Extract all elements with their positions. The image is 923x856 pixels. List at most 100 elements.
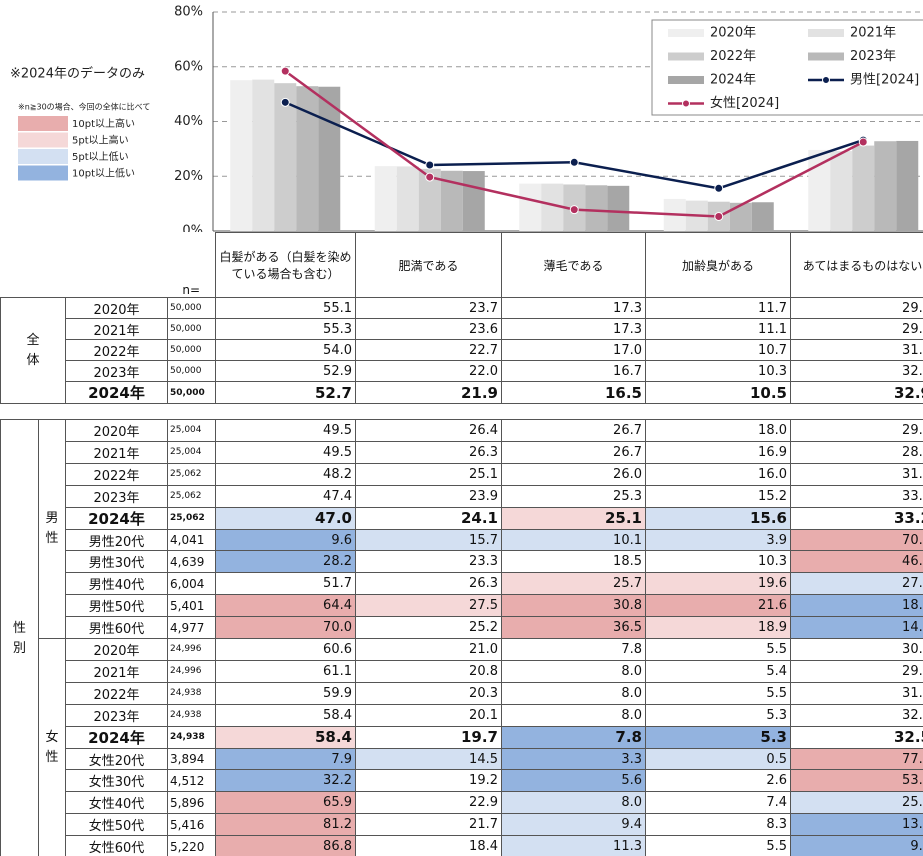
cell: 26.7 [501, 440, 646, 464]
cell: 5.3 [645, 703, 791, 727]
legend-swatch [668, 76, 704, 84]
cell: 15.2 [645, 484, 791, 508]
bar [808, 149, 831, 231]
group-text: 女性 [45, 730, 59, 766]
chart: ※2024年のデータのみ ※n≧30の場合、今回の全体に比べて 10pt以上高い… [10, 5, 923, 233]
shade-swatch [18, 149, 68, 164]
n-value: 24,938 [167, 681, 216, 705]
y-tick-label: 0% [182, 224, 203, 233]
bar [585, 185, 608, 231]
cell: 29.1 [790, 419, 923, 442]
cell: 2.6 [645, 769, 791, 793]
cell: 59.9 [215, 681, 356, 705]
cell: 70.0 [215, 616, 356, 640]
legend-label: 男性[2024] [850, 73, 919, 88]
legend-label: 2024年 [710, 73, 756, 88]
cell: 53.0 [790, 769, 923, 793]
cell: 16.7 [501, 360, 646, 382]
cell: 14.2 [790, 616, 923, 640]
cell: 25.2 [355, 616, 502, 640]
cell: 10.3 [645, 360, 791, 382]
shade-swatch [18, 165, 68, 181]
group-label: 性別 [0, 418, 39, 856]
cell: 52.9 [215, 360, 356, 382]
bar [274, 83, 297, 231]
row-label: 2022年 [65, 681, 168, 705]
group-label: 全体 [0, 297, 66, 404]
bar [896, 140, 919, 231]
cell: 7.9 [215, 747, 356, 771]
group-label: 男性 [38, 418, 66, 640]
cell: 18.3 [790, 594, 923, 618]
cell: 32.8 [790, 360, 923, 382]
legend-swatch [668, 52, 704, 61]
n-value: 24,996 [167, 659, 216, 683]
row-label: 2023年 [65, 484, 168, 508]
n-value: 4,977 [167, 616, 216, 640]
cell: 23.3 [355, 550, 502, 574]
cell: 5.5 [645, 681, 791, 705]
row-label: 2021年 [65, 318, 168, 340]
cell: 19.7 [355, 725, 502, 749]
bar [729, 202, 752, 231]
cell: 22.0 [355, 360, 502, 382]
cell: 32.2 [215, 769, 356, 793]
header-blank [1, 233, 168, 298]
bar [541, 183, 564, 231]
cell: 26.3 [355, 572, 502, 596]
legend-label: 2023年 [850, 49, 896, 64]
row-label: 女性30代 [65, 769, 168, 793]
n-value: 24,996 [167, 638, 216, 661]
legend-swatch [808, 52, 844, 61]
legend-label: 2022年 [710, 49, 756, 64]
cell: 18.9 [645, 616, 791, 640]
group-text: 男性 [45, 511, 59, 546]
cell: 54.0 [215, 339, 356, 361]
cell: 8.0 [501, 659, 646, 683]
bar [374, 166, 397, 231]
cell: 11.7 [645, 297, 791, 319]
n-value: 25,062 [167, 484, 216, 508]
cell: 26.3 [355, 440, 502, 464]
row-label: 女性40代 [65, 791, 168, 815]
cell: 33.1 [790, 484, 923, 508]
cell: 33.2 [790, 506, 923, 530]
cell: 17.0 [501, 339, 646, 361]
n-value: 50,000 [167, 360, 216, 382]
cell: 25.7 [501, 572, 646, 596]
column-header: 肥満である [355, 232, 502, 298]
legend-swatch [808, 29, 844, 37]
y-tick-label: 20% [174, 169, 203, 184]
cell: 47.0 [215, 506, 356, 530]
cell: 30.8 [501, 594, 646, 618]
cell: 58.4 [215, 703, 356, 727]
row-label: 2020年 [65, 638, 168, 661]
cell: 30.0 [790, 638, 923, 661]
cell: 8.0 [501, 791, 646, 815]
group-label: 女性 [38, 638, 66, 856]
bar [396, 166, 419, 231]
gap-row [0, 403, 923, 420]
cell: 55.3 [215, 318, 356, 340]
cell: 13.6 [790, 813, 923, 837]
cell: 10.1 [501, 528, 646, 552]
cell: 65.9 [215, 791, 356, 815]
cell: 25.1 [355, 462, 502, 486]
line-marker [280, 97, 290, 107]
header-row: n= 白髪がある（白髪を染めている場合も含む） 肥満である 薄毛である 加齢臭がある あて… [1, 232, 923, 298]
n-value: 4,041 [167, 528, 216, 552]
cell: 0.5 [645, 747, 791, 771]
cell: 55.1 [215, 297, 356, 319]
column-header: 白髪がある（白髪を染めている場合も含む） [215, 232, 356, 298]
cell: 20.8 [355, 659, 502, 683]
cell: 32.5 [790, 703, 923, 727]
cell: 18.4 [355, 835, 502, 856]
